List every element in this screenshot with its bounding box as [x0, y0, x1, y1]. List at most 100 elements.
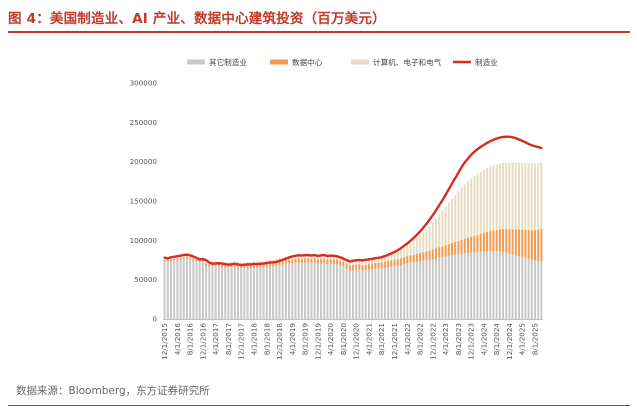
bar-segment-3	[307, 254, 310, 259]
title-rule	[8, 31, 630, 33]
investment-chart: 其它制造业 数据中心 计算机、电子和电气 制造业 0 50000 100000 150000…	[130, 57, 543, 360]
bar-segment-2	[435, 248, 438, 259]
y-axis: 0 50000 100000 150000 200000 250000 300000	[130, 79, 543, 324]
bar-segment-3	[179, 256, 182, 259]
bar-segment-1	[383, 267, 386, 319]
bar-segment-2	[345, 263, 348, 269]
bar-segment-2	[530, 230, 533, 260]
bar-segment-1	[460, 253, 463, 319]
bar-segment-2	[521, 229, 524, 258]
bar-segment-1	[409, 262, 412, 319]
bar-segment-3	[412, 240, 415, 255]
bar-segment-1	[511, 254, 514, 319]
bar-segment-3	[457, 191, 460, 241]
bar-segment-2	[463, 238, 466, 253]
bar-segment-2	[444, 245, 447, 257]
bar-segment-2	[470, 236, 473, 253]
y-tick-label: 250000	[130, 118, 158, 127]
bar-segment-1	[217, 266, 220, 319]
bar-segment-1	[288, 263, 291, 319]
bar-segment-1	[508, 253, 511, 319]
legend-swatch	[187, 59, 205, 65]
bar-segment-3	[339, 256, 342, 261]
bar-segment-1	[352, 270, 354, 319]
bar-segment-3	[176, 256, 179, 259]
bar-segment-1	[498, 251, 501, 319]
bar-segment-2	[390, 260, 393, 267]
bar-segment-1	[297, 262, 300, 319]
bar-segment-1	[192, 260, 195, 319]
bar-segment-2	[371, 263, 374, 270]
bar-segment-1	[530, 259, 533, 319]
bar-segment-2	[246, 265, 249, 268]
x-tick-label: 4/1/2022	[403, 323, 412, 355]
x-tick-label: 12/1/2016	[198, 323, 207, 360]
bar-segment-3	[214, 260, 217, 264]
bar-segment-1	[390, 266, 393, 319]
bar-segment-1	[486, 251, 489, 319]
bar-segment-2	[304, 258, 307, 263]
bar-segment-2	[227, 265, 230, 268]
bar-segment-3	[419, 235, 422, 254]
bar-segment-2	[253, 264, 255, 268]
bar-segment-2	[447, 244, 450, 256]
bar-segment-1	[393, 265, 396, 319]
bar-segment-2	[399, 258, 402, 266]
bar-segment-1	[169, 260, 172, 319]
bar-segment-1	[502, 251, 505, 319]
bar-segment-2	[323, 258, 326, 264]
bar-segment-1	[182, 259, 185, 319]
x-tick-label: 4/1/2016	[173, 323, 182, 356]
bar-segment-1	[377, 268, 380, 319]
bar-segment-2	[486, 231, 489, 252]
bar-segment-1	[438, 257, 441, 319]
bar-segment-1	[473, 251, 476, 319]
bar-segment-2	[339, 260, 342, 266]
bar-segment-1	[514, 255, 517, 319]
bar-segment-3	[514, 162, 517, 230]
bar-segment-2	[431, 249, 434, 260]
bar-segment-1	[205, 265, 208, 319]
bar-segment-1	[198, 261, 201, 319]
bar-segment-3	[291, 255, 294, 260]
bar-segment-2	[422, 252, 425, 261]
bar-segment-3	[435, 218, 438, 249]
bar-segment-1	[380, 268, 383, 319]
bar-segment-2	[473, 235, 476, 252]
bar-segment-1	[521, 257, 524, 319]
bar-segment-3	[367, 259, 370, 265]
bar-segment-2	[342, 261, 345, 267]
bar-segment-2	[294, 258, 297, 263]
bar-segment-1	[524, 257, 527, 319]
x-tick-label: 4/1/2018	[250, 323, 259, 356]
bar-segment-2	[492, 230, 495, 252]
bar-segment-3	[358, 260, 361, 265]
bar-segment-2	[284, 260, 287, 264]
bar-segment-1	[518, 256, 521, 319]
x-tick-label: 8/1/2016	[186, 323, 195, 356]
bar-segment-1	[256, 267, 259, 319]
x-tick-label: 4/1/2025	[518, 323, 527, 355]
bar-segment-1	[246, 267, 249, 319]
bar-segment-2	[182, 257, 185, 260]
bar-segment-2	[489, 230, 492, 251]
bar-segment-3	[521, 162, 524, 230]
bar-segment-2	[163, 260, 166, 262]
bar-segment-3	[530, 163, 533, 231]
bar-segment-2	[237, 264, 240, 268]
bar-segment-3	[361, 260, 364, 266]
bar-segment-2	[518, 229, 521, 257]
bar-segment-1	[323, 263, 326, 319]
bar-segment-1	[505, 252, 508, 319]
bottom-rule	[8, 405, 630, 406]
bar-segment-2	[278, 261, 281, 266]
bar-segment-2	[524, 229, 527, 258]
bar-segment-2	[262, 264, 265, 268]
bar-series	[163, 162, 543, 319]
bar-segment-1	[454, 254, 457, 319]
bar-segment-1	[358, 269, 361, 319]
x-tick-label: 12/1/2019	[313, 323, 322, 360]
bar-segment-3	[447, 202, 450, 245]
bar-segment-1	[259, 267, 262, 319]
bar-segment-2	[460, 239, 463, 254]
